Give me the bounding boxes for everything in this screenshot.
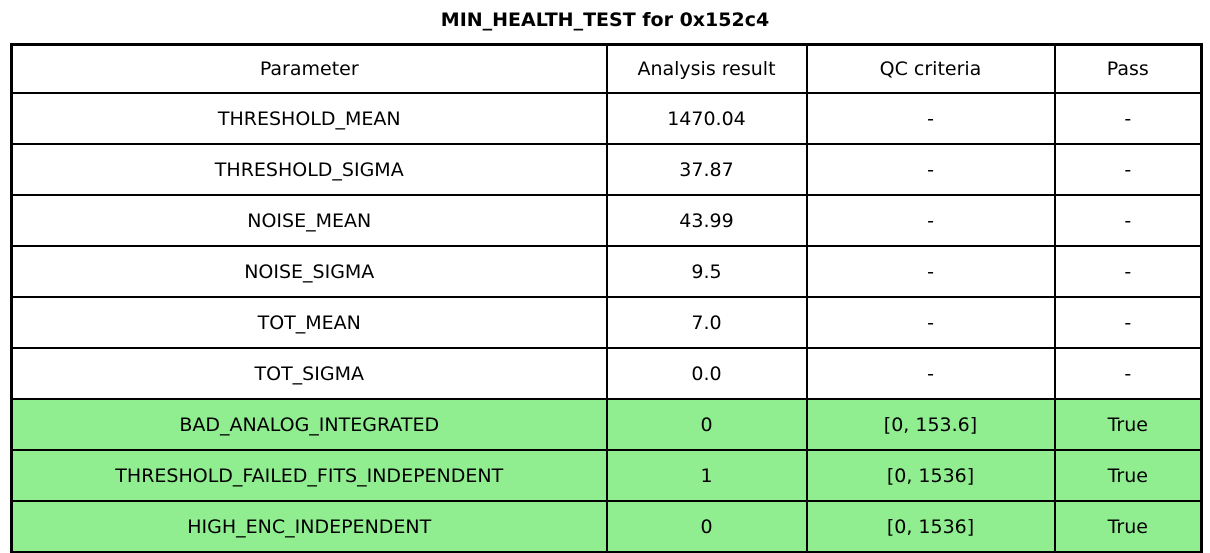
qc-criteria-cell: -	[805, 143, 1056, 196]
qc-criteria-cell: -	[805, 194, 1056, 247]
table-body: THRESHOLD_MEAN 1470.04- - THRESHOLD_SIGMA 37…	[10, 92, 1203, 553]
parameter-cell: THRESHOLD_SIGMA	[10, 143, 608, 196]
analysis-result-cell: 37.87	[605, 143, 808, 196]
qc-results-table: Parameter Analysis result QC criteria Pa…	[10, 43, 1203, 553]
column-header-qc-criteria: QC criteria	[805, 43, 1056, 94]
pass-cell: True	[1053, 449, 1203, 502]
parameter-cell: THRESHOLD_FAILED_FITS_INDEPENDENT	[10, 449, 608, 502]
table-row: THRESHOLD_FAILED_FITS_INDEPENDENT 1 [0, 15…	[10, 449, 1203, 502]
pass-cell: -	[1053, 245, 1203, 298]
table-row: NOISE_MEAN 43.99- -	[10, 194, 1203, 247]
table-row: THRESHOLD_SIGMA 37.87- -	[10, 143, 1203, 196]
parameter-cell: HIGH_ENC_INDEPENDENT	[10, 500, 608, 553]
parameter-cell: THRESHOLD_MEAN	[10, 92, 608, 145]
analysis-result-cell: 1	[605, 449, 808, 502]
table-row: TOT_SIGMA 0.0- -	[10, 347, 1203, 400]
qc-criteria-cell: -	[805, 92, 1056, 145]
column-header-parameter: Parameter	[10, 43, 608, 94]
qc-criteria-cell: -	[805, 296, 1056, 349]
analysis-result-cell: 7.0	[605, 296, 808, 349]
table-header: Parameter Analysis result QC criteria Pa…	[10, 43, 1203, 94]
table-row: TOT_MEAN 7.0- -	[10, 296, 1203, 349]
analysis-result-cell: 43.99	[605, 194, 808, 247]
analysis-result-cell: 0	[605, 500, 808, 553]
parameter-cell: NOISE_MEAN	[10, 194, 608, 247]
qc-criteria-cell: -	[805, 347, 1056, 400]
parameter-cell: BAD_ANALOG_INTEGRATED	[10, 398, 608, 451]
page-title: MIN_HEALTH_TEST for 0x152c4	[440, 9, 770, 31]
column-header-pass: Pass	[1053, 43, 1203, 94]
header-row: Parameter Analysis result QC criteria Pa…	[10, 43, 1203, 94]
parameter-cell: NOISE_SIGMA	[10, 245, 608, 298]
pass-cell: True	[1053, 500, 1203, 553]
pass-cell: -	[1053, 194, 1203, 247]
analysis-result-cell: 0	[605, 398, 808, 451]
table-row: HIGH_ENC_INDEPENDENT 0 [0, 1536] True	[10, 500, 1203, 553]
pass-cell: -	[1053, 296, 1203, 349]
table-row: BAD_ANALOG_INTEGRATED 0 [0, 153.6] True	[10, 398, 1203, 451]
qc-criteria-cell: [0, 153.6]	[805, 398, 1056, 451]
parameter-cell: TOT_MEAN	[10, 296, 608, 349]
qc-criteria-cell: [0, 1536]	[805, 500, 1056, 553]
column-header-analysis-result: Analysis result	[605, 43, 808, 94]
qc-criteria-cell: [0, 1536]	[805, 449, 1056, 502]
pass-cell: -	[1053, 143, 1203, 196]
pass-cell: True	[1053, 398, 1203, 451]
analysis-result-cell: 9.5	[605, 245, 808, 298]
table-row: THRESHOLD_MEAN 1470.04- -	[10, 92, 1203, 145]
pass-cell: -	[1053, 92, 1203, 145]
table-row: NOISE_SIGMA 9.5- -	[10, 245, 1203, 298]
pass-cell: -	[1053, 347, 1203, 400]
parameter-cell: TOT_SIGMA	[10, 347, 608, 400]
qc-criteria-cell: -	[805, 245, 1056, 298]
analysis-result-cell: 0.0	[605, 347, 808, 400]
analysis-result-cell: 1470.04	[605, 92, 808, 145]
